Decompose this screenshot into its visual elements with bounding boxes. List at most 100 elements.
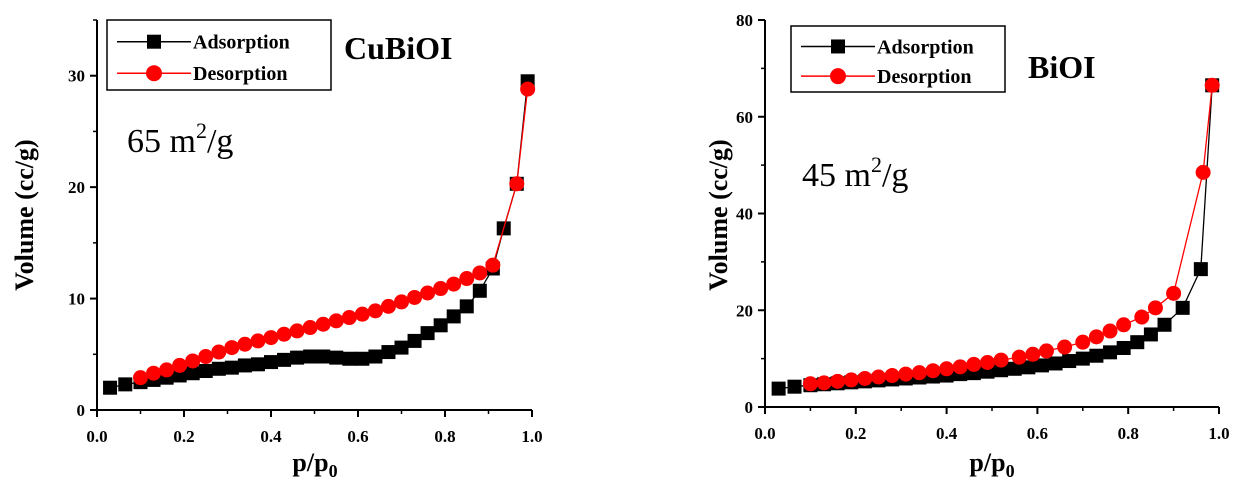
data-point [1075, 334, 1091, 350]
data-point [1038, 343, 1054, 359]
data-point [802, 376, 818, 392]
x-tick-label: 0.2 [173, 427, 194, 446]
data-point [1103, 345, 1118, 360]
data-point [303, 349, 318, 364]
data-point [911, 365, 927, 381]
legend-box [106, 19, 332, 91]
data-point [315, 316, 331, 332]
x-tick-label: 0.0 [86, 427, 107, 446]
x-axis-label-sub: 0 [329, 461, 338, 481]
y-tick-label: 10 [68, 290, 85, 309]
data-point [1057, 339, 1073, 355]
data-point [816, 375, 832, 391]
x-axis-label: p/p0 [292, 448, 337, 481]
x-tick-label: 0.8 [434, 427, 455, 446]
data-point [979, 354, 995, 370]
data-point [329, 350, 344, 365]
legend: Adsorption Desorption [106, 19, 332, 91]
chart-title: CuBiOI [344, 30, 452, 66]
data-point [381, 345, 396, 360]
data-point [276, 326, 292, 342]
y-tick-label: 60 [736, 108, 753, 127]
legend-label: Desorption [877, 66, 971, 88]
x-tick-label: 0.4 [936, 424, 958, 443]
data-point [355, 351, 370, 366]
data-point [250, 333, 266, 349]
annotation-superscript: 2 [871, 152, 882, 177]
data-point [472, 283, 487, 298]
data-point [993, 352, 1009, 368]
surface-area-annotation: 45 m2/g [802, 152, 908, 194]
data-point [420, 326, 435, 341]
data-point [224, 360, 239, 375]
data-point [250, 357, 265, 372]
data-point [459, 299, 474, 314]
annotation-value: 65 m [127, 123, 196, 160]
x-axis-label-main: p/p [969, 448, 1005, 477]
data-point [1089, 348, 1104, 363]
data-point [394, 340, 409, 355]
data-point [446, 276, 462, 292]
annotation-suffix: /g [207, 123, 233, 160]
data-point [185, 353, 201, 369]
x-axis-label-sub: 0 [1006, 461, 1015, 481]
y-tick-label: 20 [68, 178, 85, 197]
y-axis-label: Volume (cc/g) [704, 139, 733, 290]
data-point [237, 358, 252, 373]
y-tick-label: 40 [736, 205, 753, 224]
data-point [277, 352, 292, 367]
data-point [264, 355, 278, 370]
y-tick-label: 0 [77, 401, 86, 420]
data-point [302, 320, 318, 336]
data-point [224, 340, 240, 356]
data-point [1116, 317, 1132, 333]
annotation-superscript: 2 [196, 118, 207, 143]
data-point [884, 368, 900, 384]
data-point [394, 294, 409, 310]
data-point [1011, 349, 1027, 365]
data-point [520, 81, 536, 97]
data-point [1134, 309, 1150, 325]
data-point [433, 281, 449, 297]
annotation-suffix: /g [882, 157, 908, 194]
data-point [1166, 285, 1182, 301]
legend-label: Adsorption [193, 32, 290, 54]
data-point [185, 366, 200, 381]
data-point [198, 349, 214, 365]
data-point [159, 362, 175, 378]
data-point [925, 363, 941, 379]
data-point [843, 372, 859, 388]
y-tick-label: 80 [736, 11, 753, 30]
legend-marker [831, 39, 845, 54]
data-point [380, 298, 396, 314]
data-point [1195, 164, 1211, 180]
annotation-value: 45 m [802, 157, 871, 194]
series-line-adsorption [778, 85, 1213, 390]
x-tick-label: 1.0 [1208, 424, 1229, 443]
legend-marker [146, 65, 162, 82]
data-point [172, 357, 188, 373]
data-point [211, 361, 226, 376]
data-point [1175, 300, 1190, 315]
y-tick-label: 20 [736, 301, 753, 320]
data-point [354, 306, 370, 322]
data-point [857, 370, 873, 386]
data-point [1075, 351, 1090, 366]
data-point [420, 285, 436, 301]
legend-box [790, 25, 1006, 93]
data-point [1116, 340, 1131, 355]
data-point [952, 359, 968, 375]
data-point [1048, 356, 1063, 371]
data-point [994, 363, 1009, 378]
x-axis-label-main: p/p [292, 448, 328, 477]
data-point [367, 303, 383, 319]
data-point [341, 310, 357, 326]
x-tick-label: 0.4 [260, 427, 282, 446]
data-point [1025, 346, 1041, 362]
data-point [433, 318, 448, 333]
series-adsorption [771, 78, 1220, 396]
data-point [211, 344, 227, 360]
data-point [1204, 77, 1220, 93]
